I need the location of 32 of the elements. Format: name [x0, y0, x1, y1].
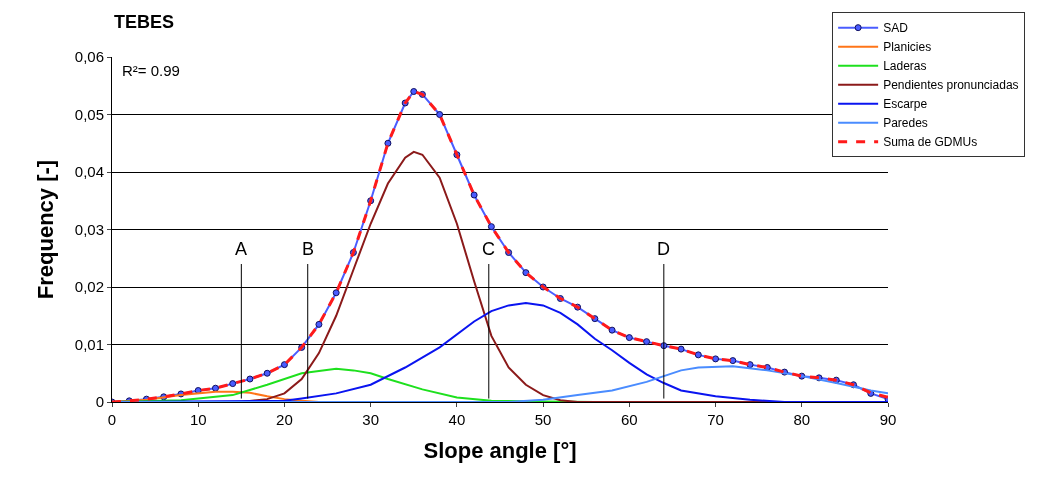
x-tick-label: 0 [107, 411, 117, 428]
y-tick-label: 0,06 [74, 48, 104, 66]
y-axis-title: Frequency [-] [32, 159, 58, 300]
legend-label: Laderas [883, 59, 927, 74]
x-tick-label: 10 [189, 411, 207, 428]
legend-label: Suma de GDMUs [883, 135, 978, 150]
x-tick-label: 70 [707, 411, 724, 428]
y-tick-label: 0,03 [74, 220, 104, 238]
ref-line-label: C [482, 239, 495, 259]
ref-line-label: D [657, 239, 670, 259]
legend-label: Planicies [883, 40, 932, 55]
annotation: R²= 0.99 [122, 62, 180, 79]
legend-label: SAD [883, 21, 909, 36]
ref-line-label: B [302, 239, 315, 259]
x-axis-title: Slope angle [°] [423, 437, 577, 463]
chart-title: TEBES [114, 11, 175, 32]
y-tick-label: 0,01 [74, 335, 104, 353]
y-tick-label: 0,02 [74, 278, 104, 296]
ref-line-label: A [235, 239, 248, 259]
y-tick-label: 0,05 [74, 105, 104, 123]
legend-label: Paredes [883, 116, 928, 131]
legend-label: Escarpe [883, 97, 928, 112]
x-tick-label: 80 [793, 411, 811, 428]
x-tick-label: 40 [448, 411, 466, 428]
x-tick-label: 30 [362, 411, 380, 428]
legend-label: Pendientes pronunciadas [883, 78, 1019, 93]
x-tick-label: 20 [276, 411, 293, 428]
x-tick-label: 90 [879, 411, 897, 428]
y-tick-label: 0 [95, 393, 104, 411]
y-tick-label: 0,04 [74, 163, 104, 181]
x-tick-label: 50 [534, 411, 552, 428]
x-tick-label: 60 [620, 411, 638, 428]
